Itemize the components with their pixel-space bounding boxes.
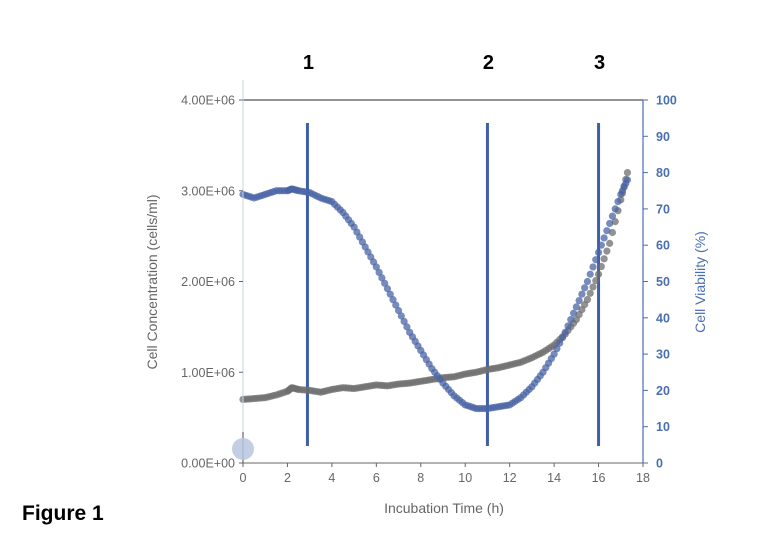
data-point [586, 270, 594, 278]
y-right-tick-label: 0 [656, 457, 663, 471]
data-point [606, 239, 614, 247]
x-tick-label: 14 [547, 471, 561, 485]
phase-marker-label: 1 [303, 52, 314, 74]
x-tick-label: 16 [592, 471, 606, 485]
y-right-tick-label: 20 [656, 384, 670, 398]
data-point [392, 301, 400, 309]
data-point [600, 234, 608, 242]
y-right-tick-label: 70 [656, 202, 670, 216]
data-point [594, 248, 603, 257]
data-point [383, 285, 392, 293]
data-point [572, 303, 580, 311]
data-point [606, 219, 614, 228]
x-axis-label: Incubation Time (h) [384, 500, 504, 516]
data-point [553, 345, 561, 353]
data-point [575, 296, 583, 305]
data-point [623, 169, 632, 177]
phase-marker-label: 2 [483, 52, 494, 74]
tick-labels: 0 2 4 6 8 10 12 14 16 18 0.00E+00 1.00E+06 2.00E+06 3… [181, 94, 677, 486]
data-point [581, 284, 589, 292]
data-point [594, 270, 603, 278]
data-point [608, 212, 617, 220]
data-point [403, 323, 411, 331]
data-point [381, 279, 389, 287]
y-axis-right-label: Cell Viability (%) [692, 231, 708, 333]
data-point [600, 255, 608, 263]
y-right-tick-label: 100 [656, 94, 677, 108]
data-point [550, 350, 558, 358]
x-tick-label: 18 [636, 471, 650, 485]
data-point [372, 263, 380, 271]
y-right-tick-label: 80 [656, 166, 670, 180]
y-right-tick-label: 40 [656, 311, 670, 325]
y-right-tick-label: 30 [656, 348, 670, 362]
axes [239, 80, 648, 467]
data-point [558, 334, 567, 342]
x-tick-label: 12 [503, 471, 517, 485]
concentration-series [239, 169, 632, 404]
data-point [586, 289, 594, 297]
data-point [389, 296, 397, 304]
data-point [567, 316, 575, 324]
data-point [561, 328, 569, 336]
data-point [608, 228, 617, 237]
data-point [556, 339, 564, 347]
x-tick-label: 6 [373, 471, 380, 485]
x-tick-label: 10 [458, 471, 472, 485]
data-point [614, 198, 622, 206]
origin-marker [232, 438, 254, 460]
data-point [623, 176, 632, 184]
data-point [592, 276, 600, 285]
y-right-tick-label: 90 [656, 130, 670, 144]
data-point [597, 262, 605, 271]
data-point [597, 241, 605, 249]
y-left-tick-label: 3.00E+06 [181, 184, 235, 198]
series-layer [239, 169, 632, 413]
data-point [569, 309, 578, 317]
data-point [611, 218, 619, 226]
x-tick-label: 4 [328, 471, 335, 485]
data-point [603, 247, 611, 255]
figure-label: Figure 1 [22, 502, 104, 525]
x-tick-label: 2 [284, 471, 291, 485]
y-left-tick-label: 4.00E+06 [181, 94, 235, 108]
y-right-tick-label: 50 [656, 275, 670, 289]
y-left-tick-label: 2.00E+06 [181, 275, 235, 289]
data-point [592, 256, 600, 264]
data-point [578, 290, 586, 298]
y-left-tick-label: 0.00E+00 [181, 457, 235, 471]
data-point [564, 322, 572, 330]
y-right-tick-label: 60 [656, 239, 670, 253]
data-point [397, 312, 405, 320]
data-point [583, 296, 592, 304]
data-point [611, 205, 619, 213]
data-point [589, 283, 597, 291]
data-point [589, 263, 597, 271]
data-point [400, 317, 408, 326]
viability-series [239, 176, 632, 413]
y-axis-left-label: Cell Concentration (cells/ml) [144, 194, 160, 369]
data-point [375, 268, 383, 277]
x-tick-label: 8 [417, 471, 424, 485]
data-point [386, 290, 394, 298]
y-right-tick-label: 10 [656, 420, 670, 434]
data-point [583, 277, 592, 286]
x-tick-label: 0 [240, 471, 247, 485]
data-point [603, 227, 611, 235]
data-point [378, 274, 386, 282]
phase-marker-label: 3 [594, 52, 605, 74]
data-point [394, 306, 403, 315]
y-left-tick-label: 1.00E+06 [181, 366, 235, 380]
